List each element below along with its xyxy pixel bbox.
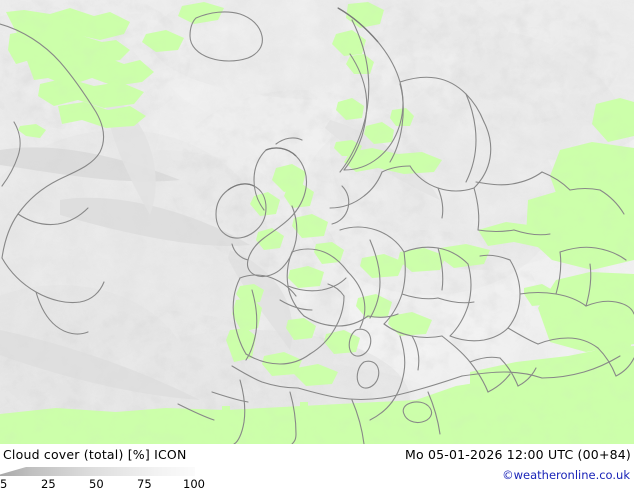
colorbar-tick-25: 25 [41,477,56,491]
colorbar-tick-50: 50 [89,477,104,491]
map-footer: Cloud cover (total) [%] ICON Mo 05-01-20… [0,444,634,491]
colorbar-tick-5: 5 [0,477,8,491]
map-canvas [0,0,634,444]
copyright-label: ©weatheronline.co.uk [502,468,630,482]
cloud-cover-map[interactable] [0,0,634,444]
colorbar-gradient [0,467,195,476]
colorbar-tick-75: 75 [137,477,152,491]
forecast-datetime: Mo 05-01-2026 12:00 UTC (00+84) [404,447,631,462]
map-title: Cloud cover (total) [%] ICON [3,447,187,462]
coastline-detail [227,7,379,191]
cloud-overlay-texture [0,0,634,444]
cloud-cover-colorbar[interactable]: 5 25 50 75 100 [0,465,230,491]
colorbar-tick-100: 100 [183,477,205,491]
